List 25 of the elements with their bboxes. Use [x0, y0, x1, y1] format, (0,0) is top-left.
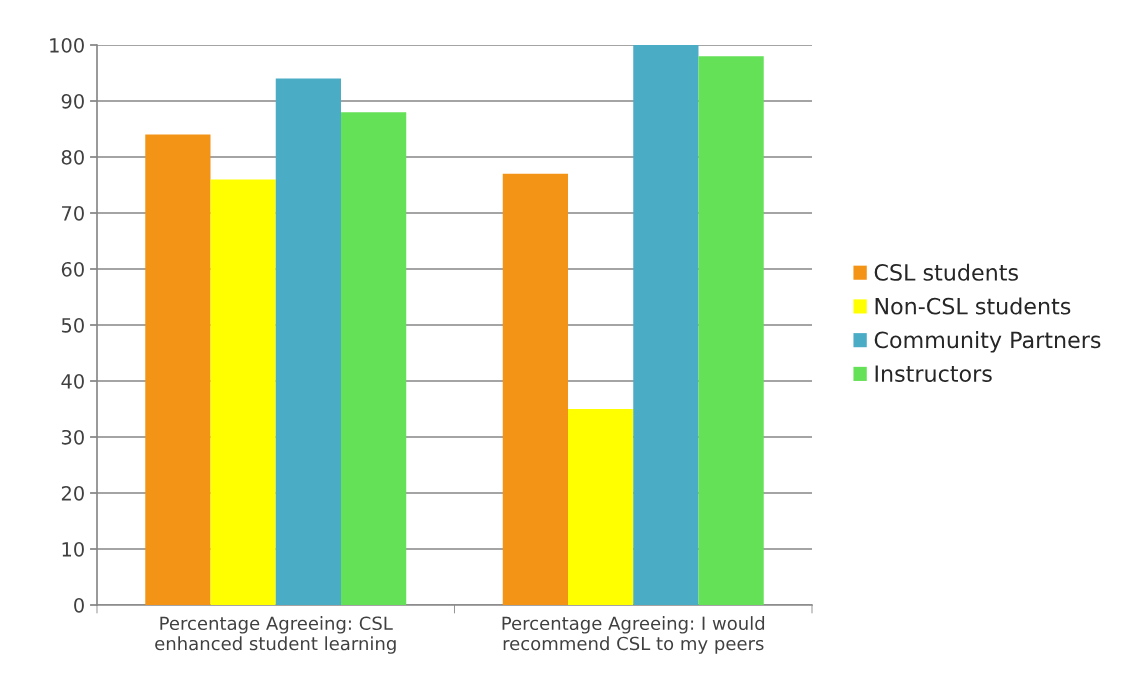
bar: [145, 134, 211, 605]
legend-label: Non-CSL students: [875, 297, 1071, 315]
y-tick-label: 90: [61, 93, 84, 109]
bar: [340, 112, 407, 605]
x-tick-label: Percentage Agreeing: I would recommend CSL to my peers: [502, 616, 765, 654]
y-tick-label: 80: [61, 149, 84, 165]
y-tick-label: 40: [61, 373, 84, 389]
legend-label: Community Partners: [874, 331, 1101, 353]
x-tick-label: Percentage Agreeing: CSL enhanced student learning: [155, 616, 396, 654]
y-tick-label: 70: [62, 205, 84, 221]
bar: [210, 179, 276, 605]
y-tick-label: 100: [50, 37, 84, 53]
y-tick-label: 60: [61, 261, 84, 277]
y-tick-label: 0: [74, 597, 84, 613]
bar: [633, 45, 699, 605]
legend-label: CSL students: [874, 263, 1018, 281]
y-tick-label: 50: [61, 317, 84, 333]
bar: [698, 56, 764, 605]
bar: [502, 173, 569, 605]
legend-label: Instructors: [875, 365, 992, 383]
bar: [568, 409, 634, 605]
y-tick-label: 30: [61, 429, 84, 445]
bar: [275, 78, 341, 605]
y-tick-label: 10: [62, 541, 84, 557]
y-tick-label: 20: [61, 485, 84, 501]
